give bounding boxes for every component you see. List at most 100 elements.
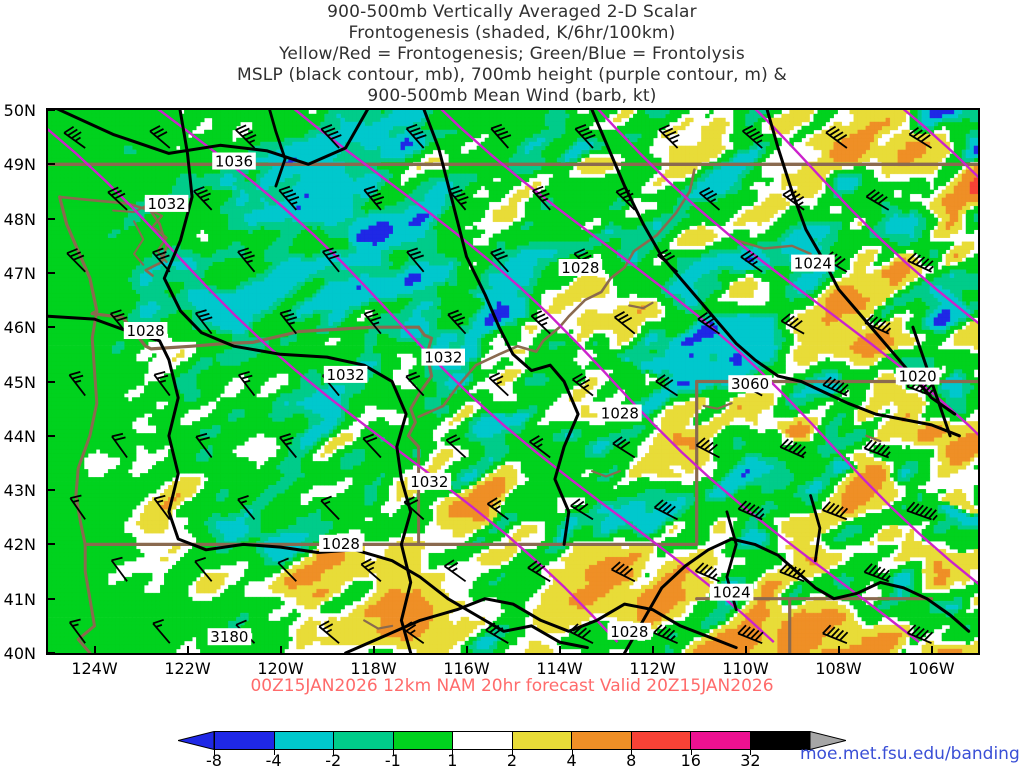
border-segment [628, 301, 654, 310]
wind-barb [612, 436, 636, 459]
map-plot-area: 1036 1032 1032 1032 1032 1028 1028 1028 1028 1028… [46, 108, 980, 655]
contour-label: 1028 [610, 623, 648, 641]
wind-barb [569, 623, 594, 645]
y-tick-label: 41N [3, 589, 36, 609]
colorbar-tick-label: -4 [265, 751, 282, 770]
wind-barb [653, 499, 679, 521]
title-line-5: 900-500mb Mean Wind (barb, kt) [367, 86, 657, 106]
y-tick-label: 45N [3, 372, 36, 392]
x-tick-label: 122W [164, 659, 211, 678]
wind-barb [443, 559, 467, 583]
y-tick-mark [48, 489, 55, 492]
wind-barb [237, 247, 256, 273]
border-segment [363, 619, 394, 630]
wind-barb [447, 185, 469, 211]
wind-barb [194, 309, 213, 335]
border-segment [865, 434, 882, 443]
mslp-contour [422, 110, 580, 546]
wind-barb [363, 309, 382, 335]
wind-barb [780, 313, 805, 335]
wind-barb [865, 189, 890, 211]
x-tick-mark [372, 646, 375, 653]
wind-barb [740, 249, 763, 273]
colorbar-swatch [333, 731, 393, 750]
mslp-contour [268, 110, 287, 188]
height-contour [754, 110, 978, 325]
colorbar-tick-label: -8 [206, 751, 222, 770]
y-tick-label: 48N [3, 209, 36, 229]
height-contour [293, 110, 920, 644]
border-segment [144, 206, 168, 264]
wind-barb [69, 494, 86, 520]
title-line-1: 900-500mb Vertically Averaged 2-D Scalar [327, 2, 697, 22]
colorbar-tick-label: -2 [325, 751, 342, 770]
wind-barb [782, 187, 805, 211]
shading-band [140, 110, 978, 650]
border-segment [58, 195, 168, 277]
mslp-contour [48, 314, 589, 650]
colorbar-tick-label: 16 [680, 751, 701, 770]
wind-barb [360, 558, 382, 582]
wind-barb [63, 126, 86, 149]
wind-barb [614, 311, 636, 335]
wind-barb [68, 618, 86, 644]
wind-barb [822, 624, 849, 645]
wind-barb [445, 434, 467, 459]
y-tick-mark [48, 380, 55, 383]
contour-label-backing [319, 534, 363, 552]
wind-barb [68, 371, 86, 397]
contour-label: 1032 [148, 195, 186, 213]
colorbar-swatch [273, 731, 333, 750]
watermark: moe.met.fsu.edu/banding [800, 744, 1020, 764]
contour-label: 1036 [215, 153, 253, 171]
wind-barb [529, 435, 551, 459]
x-tick-mark [558, 646, 561, 653]
wind-barb [110, 556, 128, 582]
y-tick-mark [48, 434, 55, 437]
colorbar-under-arrow [178, 731, 214, 750]
x-tick-label: 118W [350, 659, 397, 678]
wind-barb [779, 438, 807, 459]
contour-label-backing [895, 367, 940, 385]
y-tick-label: 43N [3, 481, 36, 501]
colorbar-tick-mark [214, 750, 215, 755]
colorbar-tick-mark [690, 750, 692, 755]
title-line-3: Yellow/Red = Frontogenesis; Green/Blue =… [279, 44, 745, 64]
x-tick-label: 106W [908, 659, 955, 678]
wind-barb [486, 497, 509, 521]
contour-label: 1028 [601, 405, 639, 423]
contour-label-backing [212, 152, 256, 170]
x-tick-label: 114W [536, 659, 583, 678]
colorbar-tick-label: 4 [566, 751, 577, 770]
colorbar-tick-mark [750, 750, 752, 755]
contour-label: 1024 [713, 584, 751, 602]
contour-label-backing [421, 348, 465, 366]
colorbar-tick-label: 2 [506, 751, 518, 770]
x-tick-label: 110W [722, 659, 769, 678]
colorbar-swatch [571, 731, 631, 750]
wind-barb [405, 371, 425, 397]
contour-label-backing [598, 404, 642, 422]
colorbar-swatch [452, 731, 512, 750]
y-tick-mark [48, 597, 55, 600]
wind-barb [149, 125, 171, 149]
wind-barb [697, 312, 721, 335]
x-tick-mark [465, 646, 468, 653]
wind-barb [863, 439, 891, 459]
colorbar-swatches [214, 731, 810, 750]
mslp-contour [56, 110, 370, 166]
wind-barb [737, 624, 764, 645]
wind-barb [863, 563, 891, 583]
wind-barb [488, 372, 509, 397]
contour-label-backing [607, 622, 652, 640]
colorbar: -8 -4 -2 -1 1 2 4 8 16 32 [178, 731, 846, 770]
contour-label: 1028 [322, 535, 360, 553]
wind-barb [235, 124, 257, 149]
shading-band [160, 117, 978, 653]
colorbar-tick-mark [631, 750, 633, 755]
colorbar-tick-mark [333, 750, 335, 755]
wind-barb [655, 374, 679, 397]
colorbar-tick-label: 1 [447, 751, 458, 770]
x-tick-label: 116W [443, 659, 490, 678]
y-tick-mark [48, 326, 55, 329]
